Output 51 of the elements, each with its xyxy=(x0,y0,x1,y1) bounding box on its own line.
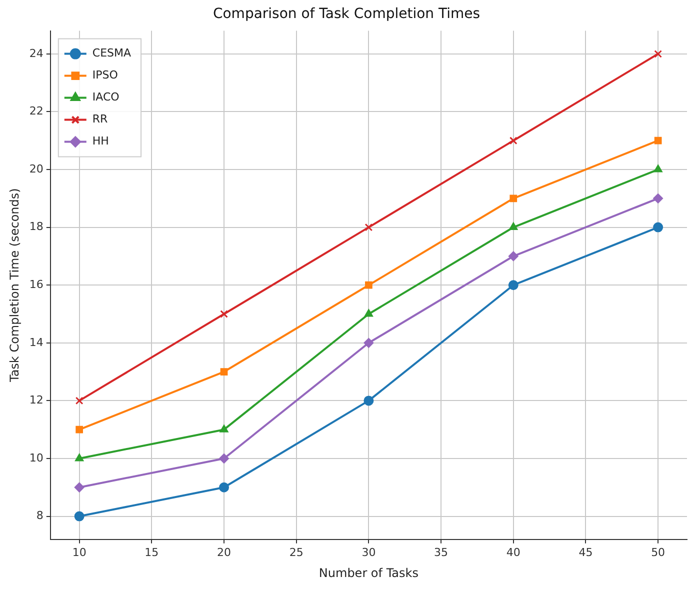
y-tick-label: 8 xyxy=(36,509,44,522)
x-tick-label: 35 xyxy=(434,546,448,559)
y-tick-label: 18 xyxy=(29,220,44,234)
point xyxy=(364,309,374,317)
x-tick-label: 40 xyxy=(506,546,520,559)
point xyxy=(219,453,230,464)
point xyxy=(220,424,228,432)
point xyxy=(653,222,664,232)
legend-label: IPSO xyxy=(92,68,118,82)
point xyxy=(654,164,662,172)
point xyxy=(364,396,374,406)
y-tick-label: 10 xyxy=(29,451,44,464)
point xyxy=(508,280,518,290)
point xyxy=(219,482,230,492)
point xyxy=(74,453,84,462)
point xyxy=(654,136,662,144)
legend-label: HH xyxy=(92,134,109,148)
x-tick-label: 15 xyxy=(144,546,159,559)
x-tick-label: 30 xyxy=(362,546,376,559)
y-tick-label: 22 xyxy=(29,104,44,118)
point xyxy=(365,281,372,289)
point xyxy=(74,511,84,522)
point xyxy=(508,251,518,262)
x-tick-label: 20 xyxy=(217,546,232,559)
point xyxy=(508,222,518,230)
x-tick-label: 50 xyxy=(651,546,666,559)
point xyxy=(364,338,374,348)
x-tick-label: 25 xyxy=(289,546,304,559)
y-tick-label: 24 xyxy=(29,46,44,60)
point xyxy=(74,482,84,492)
point xyxy=(75,396,84,405)
y-tick-label: 12 xyxy=(29,394,44,407)
legend-label: IACO xyxy=(92,90,120,104)
point xyxy=(364,223,373,232)
y-tick-label: 14 xyxy=(29,336,44,349)
chart-title: Comparison of Task Completion Times xyxy=(212,6,480,22)
x-tick-label: 10 xyxy=(72,546,86,559)
x-axis-title: Number of Tasks xyxy=(318,566,418,580)
y-axis-title: Task Completion Time (seconds) xyxy=(7,188,22,384)
legend-label: CESMA xyxy=(92,46,132,60)
x-tick-label: 45 xyxy=(578,546,593,559)
point xyxy=(220,368,228,376)
point xyxy=(654,50,662,58)
y-tick-label: 16 xyxy=(29,278,44,291)
point xyxy=(220,310,228,318)
point xyxy=(76,426,84,434)
point xyxy=(653,193,664,204)
point xyxy=(510,194,518,202)
y-tick-label: 20 xyxy=(29,162,44,176)
point xyxy=(509,136,518,145)
legend-label: RR xyxy=(92,112,108,126)
